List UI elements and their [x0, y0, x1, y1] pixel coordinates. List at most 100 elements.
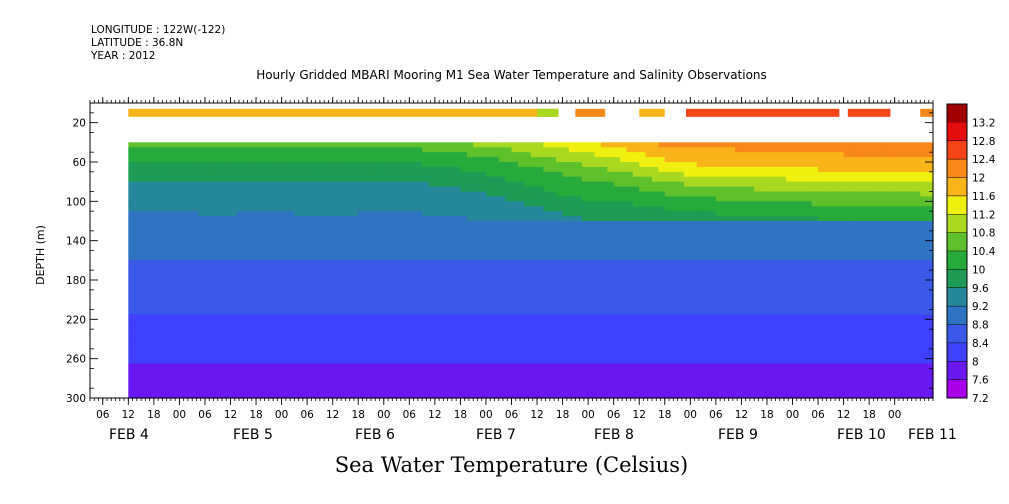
- heatmap-cell: [402, 176, 410, 183]
- heatmap-cell: [613, 191, 621, 198]
- heatmap-cell: [166, 211, 174, 217]
- heatmap-cell: [581, 206, 589, 212]
- heatmap-cell: [256, 304, 264, 311]
- heatmap-cell: [671, 383, 679, 389]
- heatmap-cell: [326, 329, 334, 335]
- heatmap-cell: [568, 378, 576, 384]
- heatmap-cell: [441, 393, 449, 399]
- heatmap-cell: [409, 358, 417, 365]
- heatmap-cell: [498, 343, 506, 350]
- heatmap-cell: [722, 166, 730, 173]
- heatmap-cell: [409, 383, 417, 389]
- heatmap-cell: [549, 142, 557, 148]
- heatmap-cell: [230, 255, 238, 261]
- heatmap-cell: [549, 265, 557, 271]
- heatmap-cell: [268, 280, 276, 286]
- heatmap-cell: [134, 230, 142, 237]
- heatmap-cell: [460, 275, 468, 281]
- heatmap-cell: [364, 289, 372, 296]
- heatmap-cell: [543, 216, 551, 222]
- heatmap-cell: [664, 299, 672, 306]
- heatmap-cell: [383, 216, 391, 222]
- heatmap-cell: [703, 343, 711, 350]
- heatmap-cell: [454, 339, 462, 345]
- heatmap-cell: [249, 250, 257, 257]
- heatmap-cell: [607, 181, 615, 188]
- heatmap-cell: [185, 240, 193, 247]
- heatmap-cell: [454, 166, 462, 173]
- heatmap-cell: [549, 260, 557, 266]
- heatmap-cell: [319, 358, 327, 365]
- heatmap-cell: [275, 294, 283, 301]
- heatmap-cell: [211, 186, 219, 193]
- heatmap-cell: [671, 162, 679, 168]
- heatmap-cell: [294, 324, 302, 330]
- heatmap-cell: [517, 378, 525, 384]
- heatmap-cell: [537, 255, 545, 261]
- heatmap-cell: [173, 378, 181, 384]
- heatmap-cell: [204, 363, 212, 370]
- heatmap-cell: [517, 275, 525, 281]
- heatmap-cell: [696, 334, 704, 340]
- heatmap-cell: [319, 166, 327, 173]
- heatmap-cell: [434, 216, 442, 222]
- heatmap-cell: [371, 260, 378, 266]
- heatmap-cell: [224, 294, 232, 301]
- heatmap-cell: [428, 343, 436, 350]
- heatmap-cell: [683, 230, 691, 237]
- heatmap-cell: [549, 152, 557, 158]
- heatmap-cell: [128, 324, 136, 330]
- heatmap-cell: [383, 250, 391, 257]
- heatmap-cell: [179, 353, 187, 360]
- heatmap-cell: [383, 343, 391, 350]
- heatmap-cell: [441, 191, 449, 198]
- heatmap-cell: [632, 171, 640, 178]
- heatmap-cell: [339, 329, 347, 335]
- heatmap-cell: [192, 329, 200, 335]
- heatmap-cell: [345, 181, 353, 188]
- heatmap-cell: [351, 235, 359, 242]
- heatmap-cell: [153, 191, 161, 198]
- heatmap-cell: [345, 388, 353, 394]
- heatmap-cell: [683, 216, 691, 222]
- heatmap-cell: [345, 176, 353, 183]
- heatmap-cell: [371, 255, 378, 261]
- heatmap-cell: [402, 225, 410, 232]
- heatmap-cell: [409, 378, 417, 384]
- heatmap-cell: [364, 216, 372, 222]
- heatmap-cell: [173, 250, 181, 257]
- heatmap-cell: [332, 334, 340, 340]
- heatmap-cell: [358, 378, 366, 384]
- heatmap-cell: [390, 191, 398, 198]
- heatmap-cell: [275, 250, 283, 257]
- heatmap-cell: [671, 225, 679, 232]
- heatmap-cell: [728, 319, 736, 325]
- heatmap-cell: [364, 186, 372, 193]
- heatmap-cell: [735, 339, 743, 345]
- heatmap-cell: [594, 221, 602, 227]
- heatmap-cell: [473, 299, 481, 306]
- heatmap-cell: [173, 201, 181, 207]
- heatmap-cell: [332, 280, 340, 286]
- heatmap-cell: [294, 388, 302, 394]
- heatmap-cell: [153, 166, 161, 173]
- heatmap-cell: [460, 162, 468, 168]
- heatmap-cell: [466, 299, 474, 306]
- heatmap-cell: [562, 368, 570, 375]
- heatmap-cell: [185, 157, 193, 163]
- heatmap-cell: [524, 260, 532, 266]
- heatmap-cell: [364, 334, 372, 340]
- heatmap-cell: [390, 255, 398, 261]
- heatmap-cell: [179, 329, 187, 335]
- heatmap-cell: [300, 166, 308, 173]
- heatmap-cell: [581, 191, 589, 198]
- heatmap-cell: [664, 176, 672, 183]
- heatmap-cell: [128, 334, 136, 340]
- heatmap-cell: [575, 176, 583, 183]
- heatmap-cell: [575, 201, 583, 207]
- heatmap-cell: [524, 368, 532, 375]
- heatmap-cell: [434, 255, 442, 261]
- heatmap-cell: [396, 176, 404, 183]
- heatmap-cell: [224, 383, 232, 389]
- heatmap-cell: [562, 206, 570, 212]
